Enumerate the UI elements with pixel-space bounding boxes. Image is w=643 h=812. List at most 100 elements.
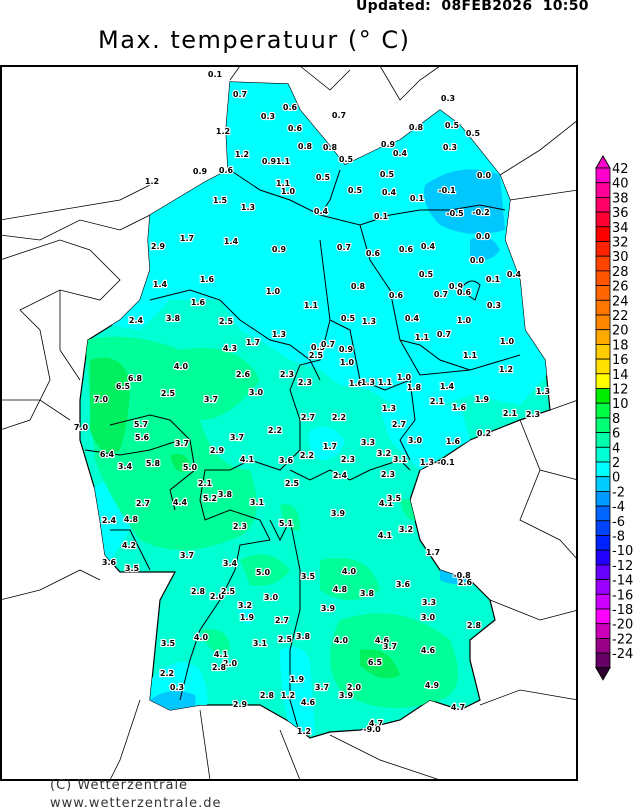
colorbar-bin (595, 343, 611, 360)
website-url[interactable]: www.wetterzentrale.de (50, 796, 222, 811)
station-temperature-label: 7.0 (74, 423, 89, 432)
station-temperature-label: 0.3 (441, 94, 455, 103)
colorbar-bin (595, 314, 611, 331)
colorbar-tick-label: -18 (612, 603, 633, 618)
colorbar-bin (595, 373, 611, 389)
station-temperature-label: 0.8 (323, 143, 338, 152)
colorbar-bin (595, 608, 611, 625)
colorbar-tick-label: 24 (612, 294, 629, 309)
colorbar-tick-label: 18 (612, 338, 629, 353)
station-temperature-label: 2.8 (260, 691, 275, 700)
station-temperature-label: 0.3 (443, 143, 457, 152)
colorbar-tick-label: 32 (612, 236, 629, 251)
station-temperature-label: 1.0 (457, 316, 472, 325)
station-temperature-label: 2.1 (503, 409, 518, 418)
station-temperature-label: 3.0 (421, 613, 436, 622)
neighbour-borders (0, 65, 579, 781)
station-temperature-label: 4.8 (124, 515, 139, 524)
station-temperature-label: 5.0 (256, 568, 271, 577)
station-temperature-label: 0.1 (208, 70, 223, 79)
station-temperature-label: 0.4 (507, 270, 522, 279)
station-temperature-label: 1.3 (361, 378, 375, 387)
station-temperature-label: 3.5 (161, 639, 176, 648)
colorbar-bin (595, 461, 611, 478)
station-temperature-label: 3.8 (296, 632, 311, 641)
station-temperature-label: 3.0 (264, 593, 279, 602)
station-temperature-label: 0.6 (219, 166, 234, 175)
station-temperature-label: 0.3 (261, 112, 275, 121)
station-temperature-label: 0.8 (351, 282, 366, 291)
station-temperature-label: 2.7 (136, 499, 150, 508)
station-temperature-label: -0.5 (446, 209, 464, 218)
colorbar-tick-label: 20 (612, 324, 629, 339)
station-temperature-label: 3.3 (361, 438, 375, 447)
station-temperature-label: 2.5 (285, 479, 300, 488)
station-temperature-label: 1.0 (500, 337, 515, 346)
station-temperature-label: 3.4 (223, 559, 238, 568)
station-temperature-label: 1.3 (362, 317, 376, 326)
station-temperature-label: 4.4 (173, 498, 188, 507)
station-temperature-label: 2.7 (301, 413, 315, 422)
colorbar-bin (595, 241, 611, 257)
station-temperature-label: 0.6 (457, 288, 472, 297)
colorbar-tick-label: -6 (612, 515, 625, 530)
colorbar-tick-label: 42 (612, 162, 629, 177)
station-temperature-label: 0.3 (170, 683, 184, 692)
station-temperature-label: 3.5 (387, 494, 402, 503)
station-temperature-label: 1.7 (323, 442, 337, 451)
station-temperature-label: 0.6 (366, 249, 381, 258)
station-temperature-label: 2.1 (198, 479, 213, 488)
station-temperature-label: 3.7 (204, 395, 218, 404)
colorbar-bin (595, 182, 611, 198)
station-temperature-label: 0.9 (381, 140, 396, 149)
station-temperature-label: 3.9 (321, 604, 336, 613)
station-temperature-label: 0.3 (487, 301, 501, 310)
station-temperature-label: 3.8 (218, 490, 233, 499)
station-temperature-label: 0.5 (445, 121, 460, 130)
station-temperature-label: 4.9 (425, 681, 440, 690)
colorbar-bin (595, 535, 611, 551)
station-temperature-label: 0.9 (449, 282, 464, 291)
station-temperature-label: 4.0 (342, 567, 357, 576)
station-temperature-label: 0.6 (283, 103, 298, 112)
state-borders (84, 169, 521, 736)
station-temperature-label: 0.2 (477, 429, 491, 438)
station-temperature-label: 1.1 (415, 333, 430, 342)
station-temperature-label: 3.2 (399, 525, 413, 534)
colorbar-tick-label: -20 (612, 618, 633, 633)
station-temperature-label: 2.9 (233, 700, 248, 709)
station-temperature-label: 1.7 (426, 548, 440, 557)
station-temperature-label: 2.3 (280, 370, 294, 379)
colorbar-tick-label: -22 (612, 632, 633, 647)
station-temperature-label: 2.5 (219, 317, 234, 326)
station-temperature-label: 2.3 (298, 378, 312, 387)
station-temperature-label: 1.4 (153, 280, 168, 289)
station-temperature-label: 0.7 (321, 340, 335, 349)
station-temperature-label: 5.6 (135, 433, 150, 442)
station-temperature-label: 2.3 (341, 455, 355, 464)
colorbar-tick-label: -16 (612, 588, 633, 603)
station-temperature-label: 2.8 (212, 663, 227, 672)
colorbar-tick-label: -4 (612, 500, 625, 515)
station-temperature-label: 0.1 (374, 212, 389, 221)
station-temperature-label: 2.4 (102, 516, 117, 525)
station-temperature-label: 0.0 (477, 171, 492, 180)
station-temperature-label: 6.5 (368, 658, 383, 667)
station-temperature-label: 1.3 (420, 458, 434, 467)
station-temperature-label: 1.3 (241, 203, 255, 212)
colorbar-bin (595, 211, 611, 228)
colorbar-bin (595, 652, 611, 669)
colorbar-tick-label: 38 (612, 191, 629, 206)
station-temperature-label: 4.0 (194, 633, 209, 642)
station-temperature-label: 4.2 (122, 541, 136, 550)
station-temperature-label: 0.6 (288, 124, 303, 133)
station-temperature-label: 3.2 (377, 449, 391, 458)
station-temperature-label: 2.2 (268, 426, 282, 435)
station-temperature-label: 1.1 (276, 179, 291, 188)
station-temperature-label: 1.2 (216, 127, 230, 136)
station-temperature-label: 6.5 (116, 382, 131, 391)
station-temperature-label: 2.1 (430, 397, 445, 406)
colorbar-tick-label: 22 (612, 309, 629, 324)
colorbar-bottom-arrow (595, 667, 611, 681)
